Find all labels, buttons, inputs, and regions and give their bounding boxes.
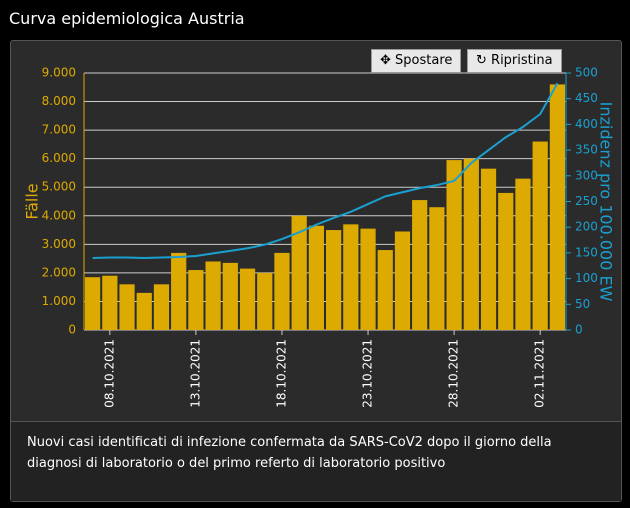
bar (119, 284, 135, 330)
bar (308, 225, 324, 330)
y-tick-label: 6.000 (42, 151, 76, 165)
chart-panel: 0 1.000 2.000 3.000 4.000 5.000 6.000 7.000 8.00… (10, 40, 622, 502)
x-tick-label: 02.11.2021 (533, 339, 547, 408)
y2-tick-label: 500 (575, 66, 598, 80)
chart: 0 1.000 2.000 3.000 4.000 5.000 6.000 7.000 8.00… (23, 66, 616, 408)
caption: Nuovi casi identificati di infezione con… (11, 421, 621, 501)
bar (412, 200, 428, 330)
bar (480, 168, 497, 330)
y-tick-label: 5.000 (42, 180, 76, 194)
bar (291, 215, 307, 330)
bar (429, 207, 445, 330)
y-axis-title: Fälle (23, 183, 42, 219)
bar (222, 262, 238, 330)
bar (515, 178, 531, 330)
line (92, 82, 559, 260)
y-tick-label: 0 (68, 323, 76, 337)
bar (153, 284, 170, 330)
y2-tick-label: 450 (575, 91, 598, 105)
y-tick-label: 1.000 (42, 294, 76, 308)
bar (274, 252, 290, 330)
bar (326, 230, 342, 330)
bar (257, 272, 273, 330)
bar (394, 231, 411, 330)
bar (205, 261, 221, 330)
y-tick-label: 2.000 (42, 265, 76, 279)
move-button[interactable]: ✥ Spostare (371, 49, 462, 73)
y2-tick-label: 250 (575, 194, 598, 208)
y2-tick-label: 400 (575, 117, 598, 131)
bar (239, 268, 256, 330)
bar (360, 228, 376, 330)
bar (85, 277, 101, 330)
reset-button[interactable]: ↻ Ripristina (467, 49, 562, 73)
y2-tick-label: 200 (575, 220, 598, 234)
bar (136, 292, 152, 330)
y2-tick-label: 300 (575, 168, 598, 182)
y-tick-label: 7.000 (42, 123, 76, 137)
bar (343, 224, 359, 330)
x-tick-label: 23.10.2021 (361, 339, 375, 408)
y-tick-label: 8.000 (42, 94, 76, 108)
bar (377, 250, 393, 330)
button-label: Spostare (395, 53, 453, 68)
y2-tick-label: 100 (575, 271, 598, 285)
bar (498, 192, 514, 330)
y2-tick-label: 50 (575, 297, 590, 311)
y2-axis-title: Inzidenz pro 100.000 EW (597, 102, 616, 302)
x-tick-label: 18.10.2021 (274, 339, 288, 408)
page-title: Curva epidemiologica Austria (9, 9, 245, 28)
y-tick-label: 3.000 (42, 237, 76, 251)
bar (171, 252, 187, 330)
bar (188, 270, 204, 330)
y-tick-label: 4.000 (42, 208, 76, 222)
y2-tick-label: 350 (575, 143, 598, 157)
button-label: Ripristina (491, 53, 553, 68)
x-tick-label: 13.10.2021 (188, 339, 202, 408)
x-tick-label: 28.10.2021 (447, 339, 461, 408)
y2-tick-label: 0 (575, 323, 583, 337)
bar (532, 141, 548, 330)
bar (463, 158, 479, 330)
y-tick-label: 9.000 (42, 66, 76, 80)
bar (446, 160, 462, 330)
x-tick-label: 08.10.2021 (102, 339, 116, 408)
y2-tick-label: 150 (575, 245, 598, 259)
bar (549, 84, 565, 330)
bar (102, 275, 118, 330)
